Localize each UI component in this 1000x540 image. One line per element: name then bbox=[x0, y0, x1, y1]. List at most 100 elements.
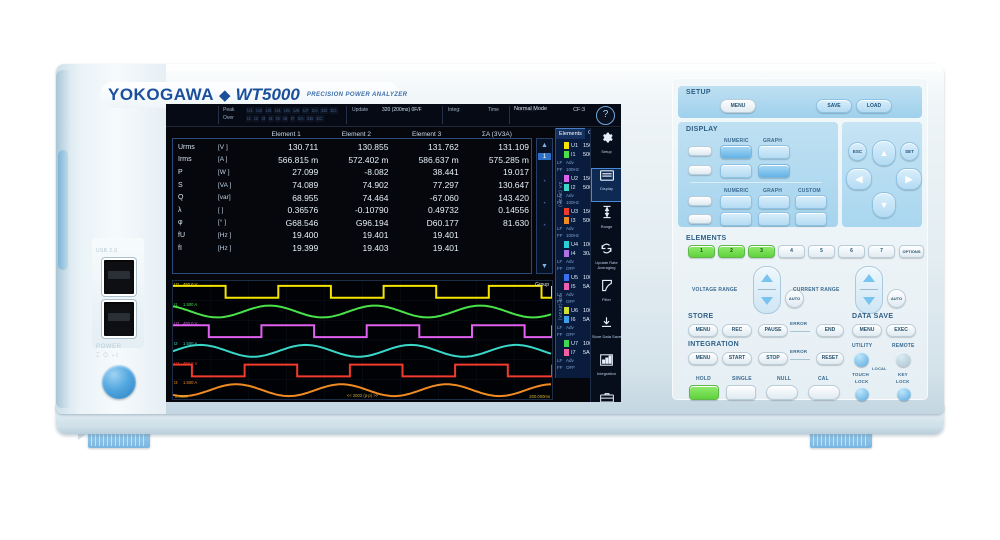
element-button-6[interactable]: 6 bbox=[838, 245, 865, 258]
display-numeric-2[interactable] bbox=[720, 164, 752, 178]
display-graph-1[interactable] bbox=[758, 145, 790, 159]
data-save-exec-button[interactable]: EXEC bbox=[886, 324, 916, 337]
touch-lock-button[interactable] bbox=[855, 387, 869, 401]
display-dash-1[interactable] bbox=[688, 146, 712, 156]
element-button-1[interactable]: 1 bbox=[688, 245, 715, 258]
ff-label: FF bbox=[557, 299, 563, 304]
element-button-4[interactable]: 4 bbox=[778, 245, 805, 258]
current-auto-button[interactable]: AUTO bbox=[887, 289, 906, 308]
table-row[interactable]: fU [Hz ] 19.400 19.401 19.401 bbox=[172, 229, 532, 242]
rail-item-refresh[interactable]: Update Rate Averaging bbox=[591, 242, 621, 276]
voltage-range-rocker[interactable] bbox=[753, 266, 781, 314]
rail-item-range[interactable]: Range bbox=[591, 205, 621, 239]
store-error-line bbox=[790, 331, 810, 332]
remote-button[interactable] bbox=[896, 352, 911, 367]
set-button[interactable]: SET bbox=[900, 142, 919, 161]
store-menu-button[interactable]: MENU bbox=[688, 324, 718, 337]
help-icon[interactable]: ? bbox=[596, 106, 615, 125]
rail-item-toolbox[interactable]: Misc bbox=[591, 390, 621, 402]
elements-panel-tab[interactable]: Elements bbox=[556, 128, 585, 139]
display-graph-3[interactable] bbox=[758, 195, 790, 209]
scroll-dot-3: • bbox=[543, 223, 546, 229]
display-dash-2[interactable] bbox=[688, 165, 712, 175]
waveform-area[interactable]: Group 0.000s 200.000ms << 2002 (p-p) >> … bbox=[172, 280, 553, 400]
rail-item-gear[interactable]: Setup bbox=[591, 131, 621, 165]
page-indicator-1[interactable]: 1 bbox=[538, 153, 551, 160]
scroll-down-icon[interactable]: ▼ bbox=[541, 263, 548, 270]
table-row[interactable]: P [W ] 27.099 -8.082 38.441 19.017 bbox=[172, 166, 532, 179]
utility-button[interactable] bbox=[854, 352, 869, 367]
display-dash-3[interactable] bbox=[688, 196, 712, 206]
nav-right-button[interactable]: ▶ bbox=[896, 168, 922, 190]
store-rec-button[interactable]: REC bbox=[722, 324, 752, 337]
display-numeric-3[interactable] bbox=[720, 195, 752, 209]
waveform-trace-U3 bbox=[173, 363, 552, 378]
store-end-button[interactable]: END bbox=[816, 324, 844, 337]
integration-menu-button[interactable]: MENU bbox=[688, 352, 718, 365]
display-custom-3[interactable] bbox=[795, 195, 827, 209]
rail-item-label: Integration bbox=[597, 371, 616, 376]
current-range-rocker[interactable] bbox=[855, 266, 883, 314]
display-graph-2[interactable] bbox=[758, 164, 790, 178]
esc-button[interactable]: ESC bbox=[848, 142, 867, 161]
setup-menu-button[interactable]: MENU bbox=[720, 99, 756, 113]
display-dash-4[interactable] bbox=[688, 214, 712, 224]
usb-port-1[interactable] bbox=[102, 258, 136, 296]
cal-button[interactable] bbox=[808, 385, 840, 400]
table-row[interactable]: S [VA ] 74.089 74.902 77.297 130.647 bbox=[172, 179, 532, 192]
table-row[interactable]: φ [° ] G68.546 G96.194 D60.177 81.630 bbox=[172, 217, 532, 230]
element-button-7[interactable]: 7 bbox=[868, 245, 895, 258]
update-value: 320 (200ms) 0F/F bbox=[382, 107, 422, 113]
icon-rail[interactable]: Setup Display Range Update Rate Averaging Fi… bbox=[590, 128, 621, 402]
setup-save-button[interactable]: SAVE bbox=[816, 99, 852, 113]
voltage-auto-button[interactable]: AUTO bbox=[785, 289, 804, 308]
display-numeric-1[interactable] bbox=[720, 145, 752, 159]
display-numeric-4[interactable] bbox=[720, 212, 752, 226]
waveform-scale-value: 1.500 A bbox=[183, 380, 198, 386]
element-button-2[interactable]: 2 bbox=[718, 245, 745, 258]
voltage-channel-label: U1 bbox=[571, 142, 579, 149]
table-row[interactable]: Q [var] 68.955 74.464 -67.060 143.420 bbox=[172, 191, 532, 204]
table-row[interactable]: fI [Hz ] 19.399 19.403 19.401 bbox=[172, 242, 532, 255]
data-save-menu-button[interactable]: MENU bbox=[852, 324, 882, 337]
table-row[interactable]: Irms [A ] 566.815 m 572.402 m 586.637 m 575.2… bbox=[172, 154, 532, 167]
store-pause-button[interactable]: PAUSE bbox=[758, 324, 788, 337]
element-button-3[interactable]: 3 bbox=[748, 245, 775, 258]
null-button[interactable] bbox=[766, 385, 798, 400]
nav-left-button[interactable]: ◀ bbox=[846, 168, 872, 190]
single-button[interactable] bbox=[726, 385, 756, 400]
over-label: Over bbox=[223, 115, 234, 121]
nav-down-button[interactable]: ▼ bbox=[872, 192, 896, 218]
power-label: POWER bbox=[96, 344, 122, 350]
element-button-5[interactable]: 5 bbox=[808, 245, 835, 258]
scroll-up-icon[interactable]: ▲ bbox=[541, 142, 548, 149]
integration-reset-button[interactable]: RESET bbox=[816, 352, 844, 365]
status-flag: I5 bbox=[275, 115, 281, 122]
numeric-table[interactable]: Element 1 Element 2 Element 3 ΣA (3V3A) Urm… bbox=[172, 130, 532, 278]
status-flag: U4 bbox=[273, 107, 282, 114]
setup-load-button[interactable]: LOAD bbox=[856, 99, 892, 113]
rail-item-chart[interactable]: Integration bbox=[591, 353, 621, 387]
current-channel-label: I6 bbox=[571, 316, 576, 323]
elements-options-button[interactable]: OPTIONS bbox=[899, 245, 924, 258]
table-scrollbar[interactable]: ▲ 1 • • • ▼ bbox=[536, 138, 553, 274]
rail-item-store[interactable]: Store Data Save bbox=[591, 316, 621, 350]
lcd-screen[interactable]: Peak Over U1 U2 U3 U4 U5 U6 U7 ΣA ΣB ΣC I1 I2 I3 I4 I… bbox=[166, 104, 621, 402]
power-button[interactable] bbox=[102, 365, 136, 399]
table-row[interactable]: λ [ ] 0.36576 -0.10790 0.49732 0.14556 bbox=[172, 204, 532, 217]
table-cell: 19.403 bbox=[362, 243, 389, 254]
key-lock-button[interactable] bbox=[897, 387, 911, 401]
waveform-channel-label: U1 bbox=[174, 282, 180, 287]
table-row[interactable]: Urms [V ] 130.711 130.855 131.762 131.109 bbox=[172, 141, 532, 154]
rail-item-filter[interactable]: Filter bbox=[591, 279, 621, 313]
usb-port-2[interactable] bbox=[102, 300, 136, 338]
display-graph-4[interactable] bbox=[758, 212, 790, 226]
rail-item-display[interactable]: Display bbox=[591, 168, 621, 202]
nav-up-button[interactable]: ▲ bbox=[872, 140, 896, 166]
integration-stop-button[interactable]: STOP bbox=[758, 352, 788, 365]
hold-button[interactable] bbox=[689, 385, 719, 400]
table-cell: 130.711 bbox=[288, 142, 319, 153]
display-custom-4[interactable] bbox=[795, 212, 827, 226]
waveform-time-end: 200.000ms bbox=[529, 394, 550, 399]
integration-start-button[interactable]: START bbox=[722, 352, 752, 365]
